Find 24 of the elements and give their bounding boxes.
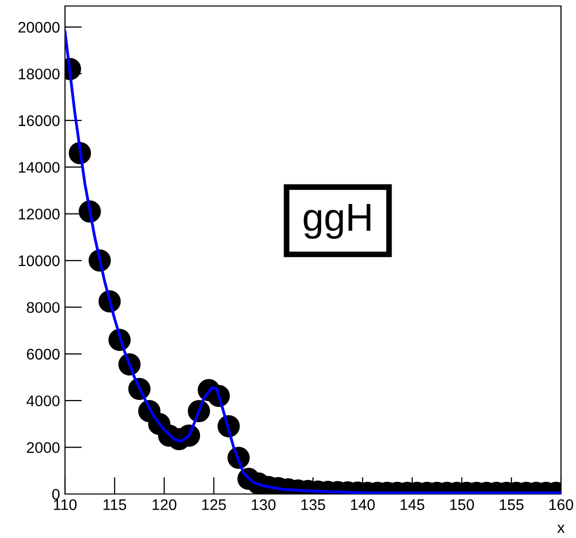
y-tick-label: 6000 xyxy=(26,348,60,360)
y-tick-label: 18000 xyxy=(18,68,60,80)
x-tick-label: 155 xyxy=(500,499,524,510)
x-tick-label: 145 xyxy=(400,499,424,510)
y-tick-label: 14000 xyxy=(18,162,60,173)
y-tick-label: 12000 xyxy=(18,208,60,220)
y-tick-label: 8000 xyxy=(26,302,60,313)
x-tick-label: 135 xyxy=(301,499,326,510)
x-tick-label: 140 xyxy=(351,499,375,510)
y-tick-label: 16000 xyxy=(18,115,60,126)
x-tick-label: 150 xyxy=(450,499,474,510)
x-tick-label: 110 xyxy=(54,499,77,510)
y-tick-label: 4000 xyxy=(26,395,60,406)
x-tick-label: 120 xyxy=(152,499,176,510)
y-tick-label: 10000 xyxy=(18,255,60,266)
x-tick-label: 160 xyxy=(549,499,574,510)
x-axis-title: x xyxy=(557,524,565,533)
y-tick-label: 20000 xyxy=(18,22,60,33)
x-tick-label: 130 xyxy=(252,499,276,510)
x-tick-label: 115 xyxy=(104,499,126,510)
annotation: ggH xyxy=(304,204,370,239)
x-tick-label: 125 xyxy=(202,499,226,510)
y-tick-label: 0 xyxy=(52,488,60,500)
y-tick-label: 2000 xyxy=(26,442,60,453)
